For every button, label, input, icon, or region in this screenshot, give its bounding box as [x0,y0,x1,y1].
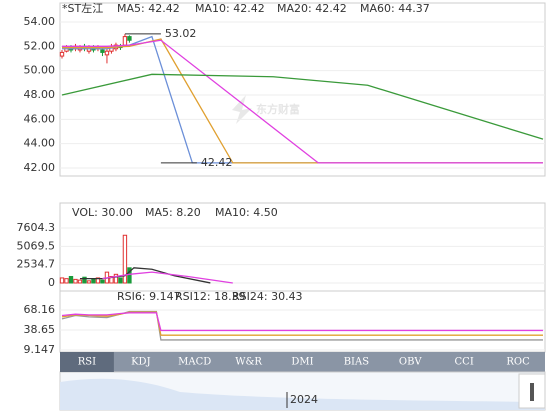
legend-entry: RSI12: 18.39 [175,290,246,303]
indicator-line [62,39,543,164]
logo-mark [232,95,252,124]
indicator-line [61,73,544,140]
volume-bar [122,234,128,284]
volume-bar [91,278,96,284]
y-tick-label: 38.65 [24,323,56,336]
legend-entry: MA20: 42.42 [277,2,347,15]
year-label: 2024 [290,393,318,406]
legend-entry: MA10: 42.42 [195,2,265,15]
y-tick-label: 54.00 [24,15,56,28]
candle-body [59,51,65,57]
volume-bar [86,280,92,284]
y-tick-label: 68.16 [24,303,56,316]
volume-bar [95,277,101,284]
tab[interactable]: DMI [291,357,313,368]
y-tick-label: 52.00 [24,39,56,52]
candle-body [127,36,132,41]
indicator-line [62,38,543,164]
tab[interactable]: OBV [399,357,423,368]
volume-bar [82,276,87,284]
tab[interactable]: BIAS [344,357,370,368]
y-tick-label: 2534.7 [17,258,56,271]
watermark: 东方财富 [256,102,300,116]
volume-bar [109,275,114,284]
legend-entry: MA5: 42.42 [117,2,180,15]
tab[interactable]: W&R [235,357,262,368]
indicator-line [102,271,233,284]
volume-bar [77,279,83,284]
tab-bar [60,352,545,372]
tab[interactable]: RSI [78,357,96,368]
tab-active[interactable] [60,352,114,372]
y-tick-label: 44.00 [24,137,56,150]
legend-entry: MA10: 4.50 [215,206,278,219]
y-tick-label: 7604.3 [17,221,56,234]
volume-bar [118,277,123,284]
volume-label: VOL: 30.00 [72,206,133,219]
volume-bar [64,278,69,284]
annotation-label: 42.42 [201,156,233,169]
price-panel [59,2,546,177]
y-tick-label: 50.00 [24,64,56,77]
legend-entry: RSI24: 30.43 [232,290,303,303]
stock-name: *ST左江 [62,2,103,15]
candle-body [104,50,110,56]
navigator-area [60,378,545,410]
annotation-label: 53.02 [165,27,197,40]
y-tick-label: 48.00 [24,88,56,101]
y-tick-label: 5069.5 [17,239,56,252]
tab[interactable]: ROC [506,357,530,368]
candle-body [100,49,105,53]
y-tick-label: 0 [48,276,55,289]
y-tick-label: 46.00 [24,112,56,125]
legend-entry: MA60: 44.37 [360,2,430,15]
tab[interactable]: KDJ [131,357,151,368]
volume-bar [73,278,78,284]
legend-entry: RSI6: 9.147 [117,290,181,303]
indicator-line [61,311,543,336]
navigator-grip[interactable] [530,383,534,401]
volume-bar [68,275,74,284]
indicator-line [61,312,543,332]
tab[interactable]: CCI [455,357,474,368]
y-tick-label: 9.147 [24,343,56,356]
legend-entry: MA5: 8.20 [145,206,201,219]
tab[interactable]: MACD [178,357,211,368]
candle-body [122,36,128,46]
watermark-logo [232,95,252,124]
volume-bar [127,267,132,284]
volume-bar [59,277,65,284]
volume-bar [113,273,119,284]
y-tick-label: 42.00 [24,161,56,174]
volume-bar [100,279,105,284]
